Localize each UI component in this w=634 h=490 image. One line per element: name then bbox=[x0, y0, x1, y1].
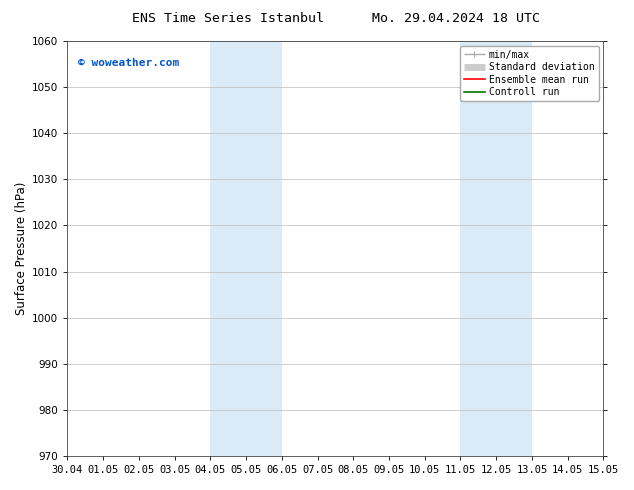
Text: Mo. 29.04.2024 18 UTC: Mo. 29.04.2024 18 UTC bbox=[373, 12, 540, 25]
Bar bbox=[210, 41, 282, 456]
Legend: min/max, Standard deviation, Ensemble mean run, Controll run: min/max, Standard deviation, Ensemble me… bbox=[460, 46, 598, 101]
Text: © woweather.com: © woweather.com bbox=[78, 58, 179, 68]
Bar bbox=[460, 41, 532, 456]
Y-axis label: Surface Pressure (hPa): Surface Pressure (hPa) bbox=[15, 182, 28, 315]
Text: ENS Time Series Istanbul: ENS Time Series Istanbul bbox=[133, 12, 324, 25]
